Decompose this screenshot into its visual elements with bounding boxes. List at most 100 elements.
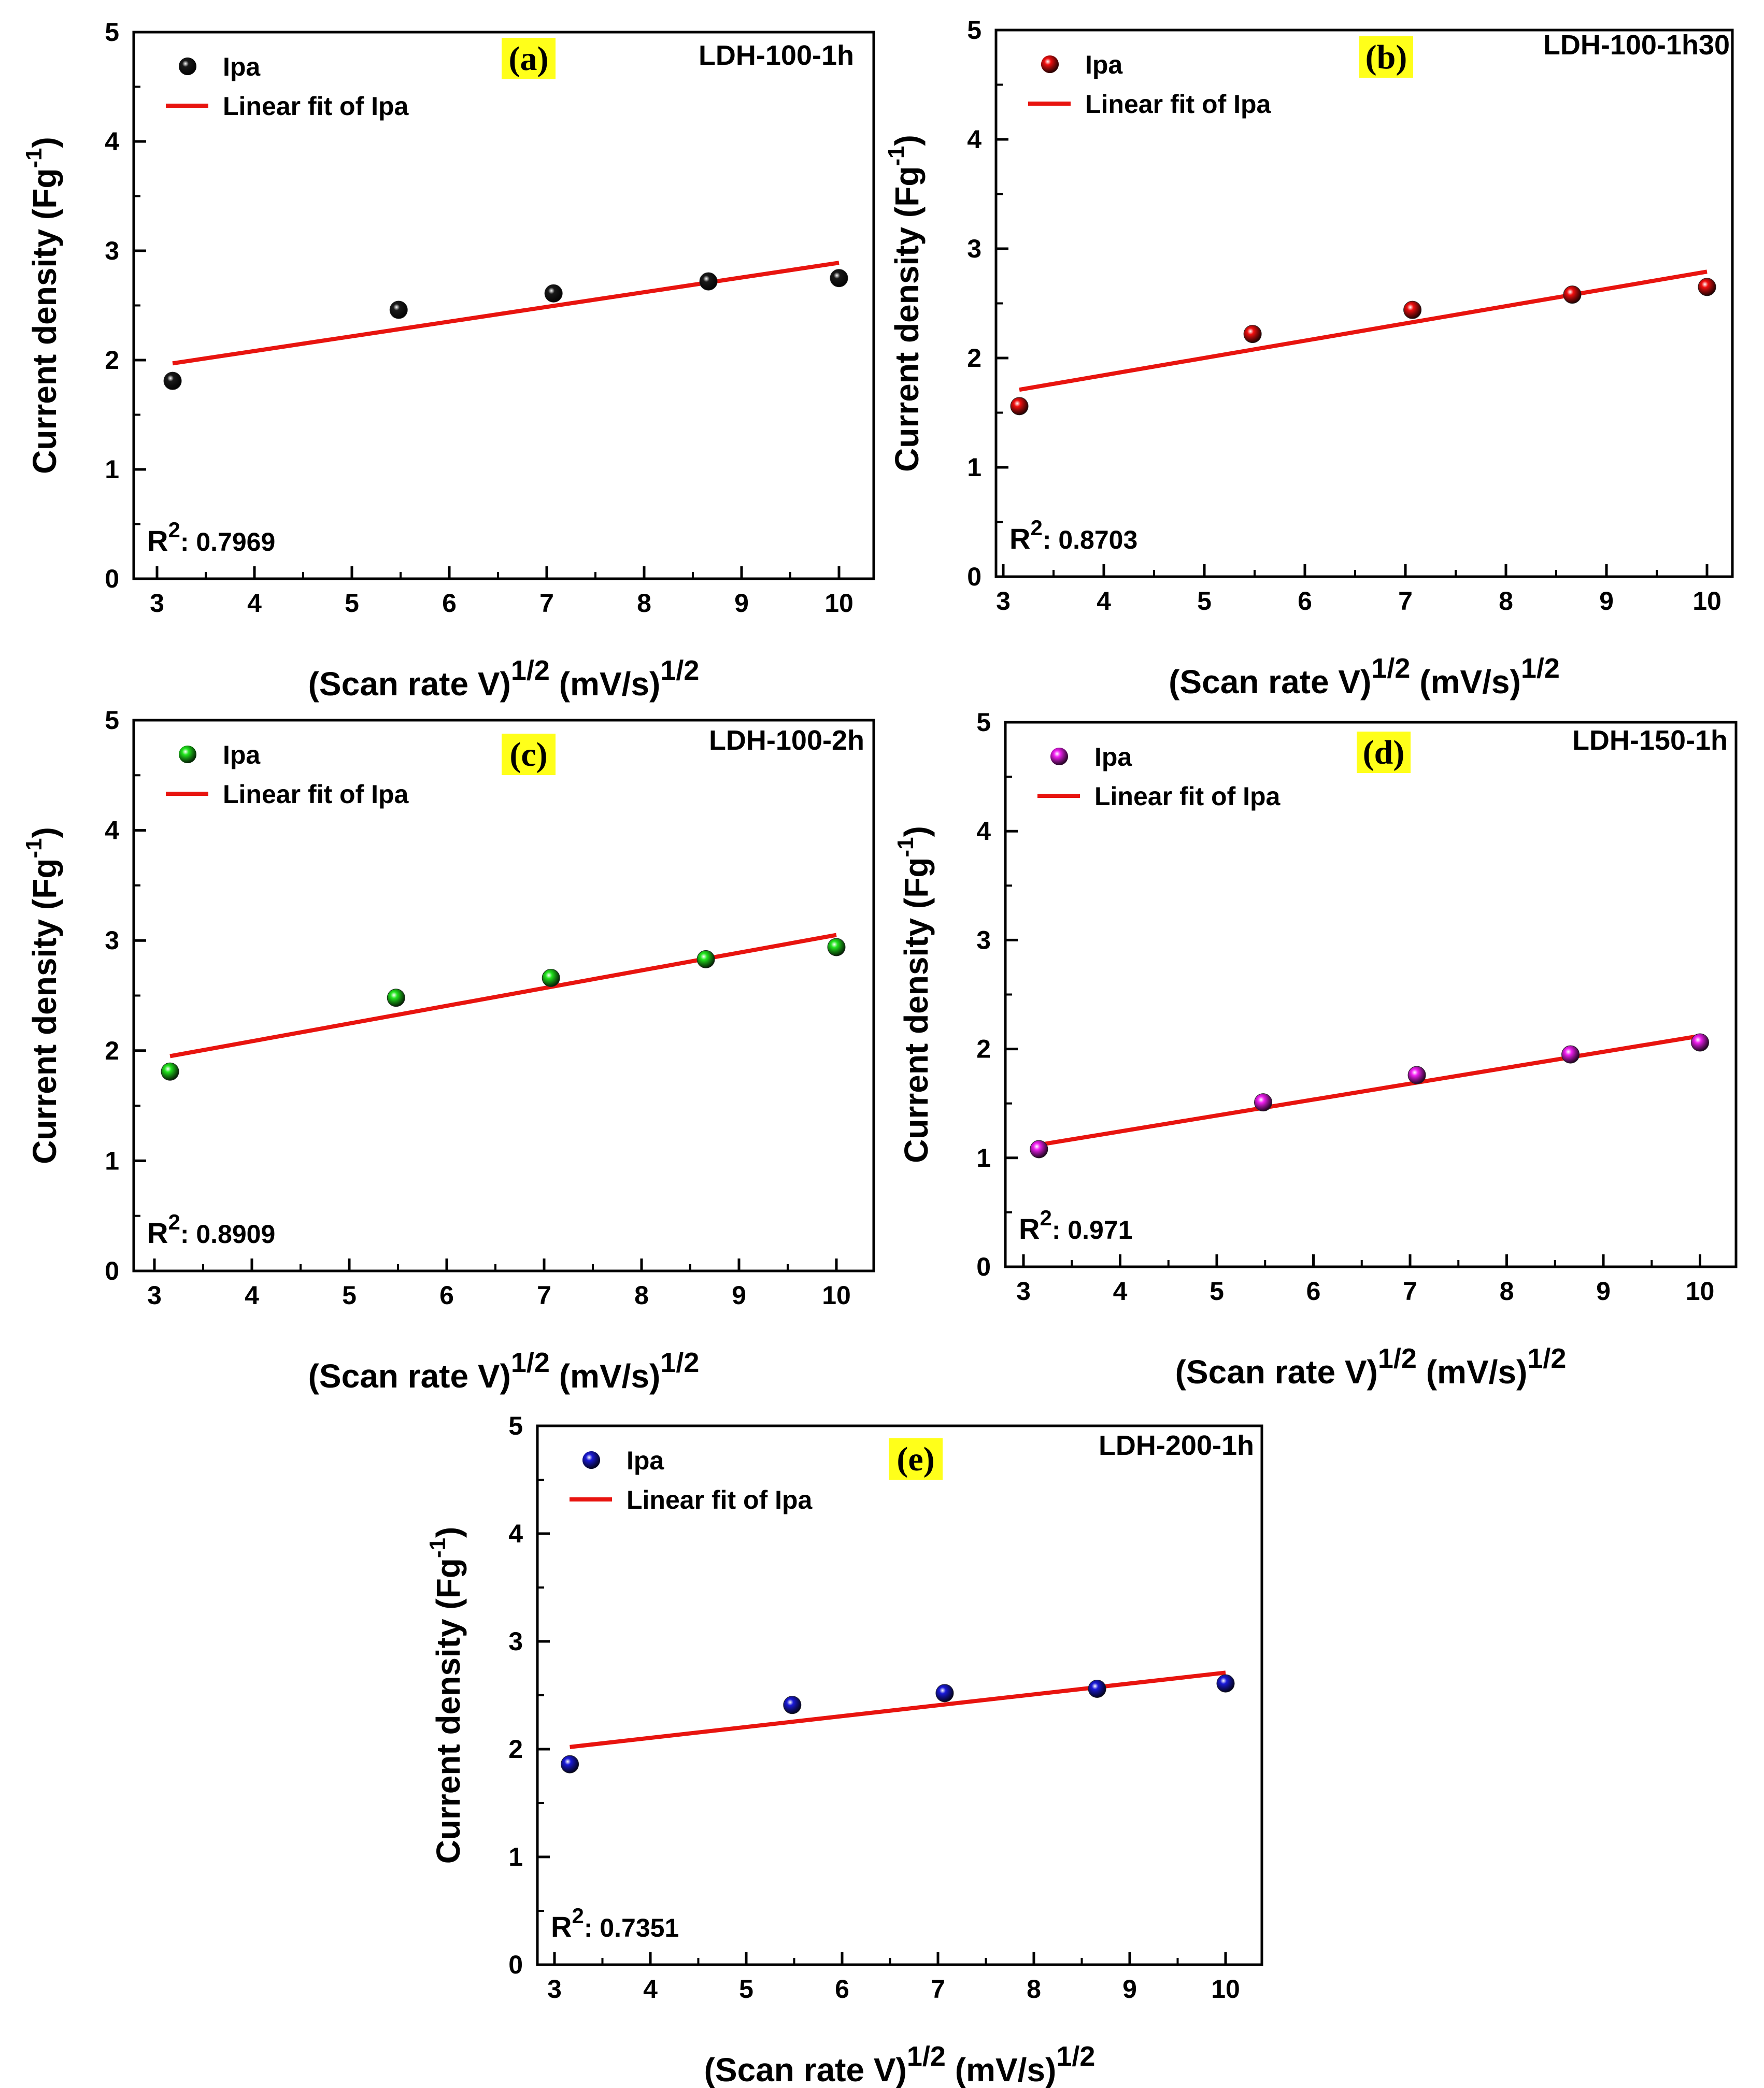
x-label-main: (Scan rate V) [704,2051,907,2088]
y-tick-label: 2 [967,344,981,373]
x-tick-label: 7 [1398,587,1413,616]
data-point [1407,1066,1426,1084]
legend-marker-shade [582,1451,600,1469]
x-label-unit-sup: 1/2 [1056,2041,1095,2072]
y-tick-label: 0 [105,564,119,593]
r-squared-label: R2: 0.8909 [147,1210,275,1249]
y-tick-label: 5 [976,708,991,737]
r2-letter: R [551,1910,572,1943]
y-axis-label: Current density (Fg-1) [893,826,935,1163]
x-tick-label: 6 [442,589,457,618]
x-label-sup: 1/2 [907,2041,946,2072]
x-tick-label: 7 [539,589,554,618]
sample-label: LDH-100-1h30 [1543,30,1730,61]
data-point [830,269,848,288]
panel-letter-highlight [1357,732,1411,773]
y-tick-label: 1 [105,1146,119,1175]
r-squared-label: R2: 0.8703 [1009,516,1137,555]
sample-label: LDH-100-2h [709,725,864,756]
data-point [1010,397,1029,416]
x-tick-label: 8 [634,1281,649,1310]
x-tick-label: 8 [1499,587,1513,616]
x-tick-label: 10 [1692,587,1722,616]
legend-marker-shade [1050,748,1068,765]
data-point [1691,1033,1709,1052]
x-label-space [550,665,559,703]
data-point [1030,1140,1048,1159]
y-axis-label: Current density (Fg-1) [884,135,926,472]
x-tick-label: 3 [147,1281,162,1310]
x-tick-label: 10 [822,1281,851,1310]
y-tick-label: 0 [967,562,981,591]
x-tick-label: 5 [1210,1277,1224,1306]
x-tick-label: 6 [1298,587,1312,616]
x-tick-label: 6 [439,1281,454,1310]
legend-label-fit: Linear fit of Ipa [1094,782,1281,811]
y-tick-label: 2 [976,1035,991,1064]
r2-value: : 0.7969 [180,527,275,556]
y-label-sup: -1 [21,838,47,858]
legend-marker-shade [179,746,196,763]
data-point [1561,1045,1580,1064]
x-tick-label: 7 [537,1281,551,1310]
legend-label-points: Ipa [223,740,261,769]
panel-letter-highlight [502,734,556,775]
x-axis-label: (Scan rate V)1/2 (mV/s)1/2 [308,655,700,703]
r2-sup: 2 [572,1904,584,1928]
x-label-unit: (mV/s) [1419,663,1521,700]
r2-value: : 0.971 [1052,1215,1133,1245]
data-point [1088,1680,1106,1698]
data-point [544,284,563,303]
y-tick-label: 0 [976,1252,991,1281]
legend-label-points: Ipa [627,1446,664,1475]
y-tick-label: 5 [105,706,119,735]
x-label-sup: 1/2 [1371,653,1410,684]
y-tick-label: 3 [105,926,119,955]
x-tick-label: 10 [1686,1277,1715,1306]
y-tick-label: 2 [105,1036,119,1065]
x-tick-label: 5 [739,1975,753,2004]
x-tick-label: 9 [732,1281,746,1310]
x-label-unit-sup: 1/2 [660,655,699,686]
x-tick-label: 8 [1027,1975,1041,2004]
x-tick-label: 10 [824,589,853,618]
x-label-main: (Scan rate V) [1175,1353,1378,1391]
legend-label-points: Ipa [1094,742,1132,771]
data-point [163,371,182,390]
linear-fit-line [570,1670,1226,1749]
y-axis-label: Current density (Fg-1) [21,827,63,1164]
y-tick-label: 4 [105,816,119,845]
x-label-space [550,1357,559,1395]
y-tick-label: 3 [976,925,991,954]
y-label-main: Current density (Fg [430,1558,467,1864]
x-tick-label: 3 [150,589,164,618]
data-point [1563,285,1582,304]
legend-label-fit: Linear fit of Ipa [1085,90,1272,119]
legend-marker-shade [1041,55,1059,73]
y-label-close: ) [26,827,63,838]
r2-letter: R [147,524,168,557]
data-point [1243,325,1262,344]
panel-letter: (a) [509,40,549,78]
panel-letter-highlight [1359,36,1413,78]
x-tick-label: 3 [996,587,1011,616]
y-tick-label: 3 [508,1627,523,1656]
x-tick-label: 6 [1306,1277,1321,1306]
x-tick-label: 9 [1122,1975,1137,2004]
x-label-sup: 1/2 [511,1347,550,1378]
y-tick-label: 5 [508,1411,523,1440]
x-label-main: (Scan rate V) [308,665,511,703]
y-tick-label: 1 [976,1143,991,1172]
x-tick-label: 7 [1403,1277,1417,1306]
x-tick-label: 5 [342,1281,357,1310]
x-label-unit-sup: 1/2 [1521,653,1560,684]
x-tick-label: 4 [643,1975,658,2004]
legend-label-fit: Linear fit of Ipa [223,92,409,121]
data-point [161,1062,179,1081]
y-tick-label: 5 [967,16,981,45]
r2-value: : 0.8909 [180,1220,275,1249]
legend-label-points: Ipa [223,52,261,81]
r2-letter: R [1019,1212,1040,1245]
